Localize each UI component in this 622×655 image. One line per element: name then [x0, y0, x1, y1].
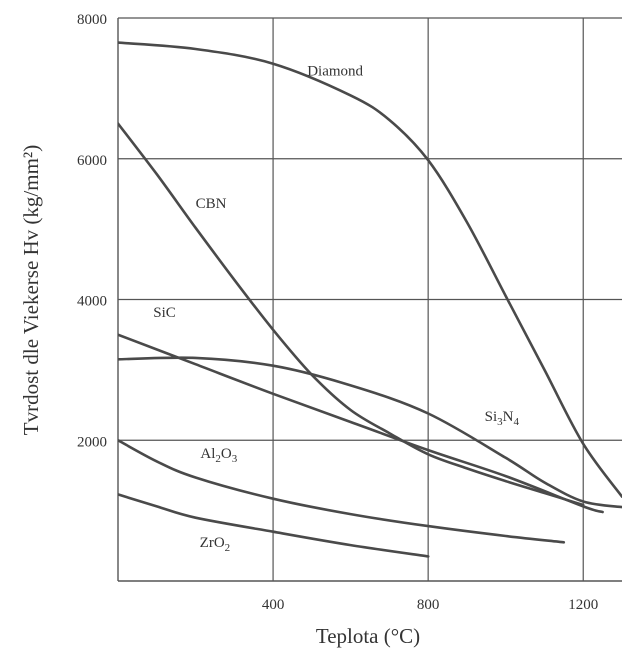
x-tick-label: 800: [417, 597, 440, 613]
series-line-cbn: [118, 122, 585, 507]
y-tick-label: 4000: [77, 294, 107, 310]
series-line-sic: [118, 333, 604, 514]
series-line-zro2: [118, 493, 430, 558]
x-tick-label: 400: [262, 597, 285, 613]
series-line-al2o3: [118, 439, 566, 544]
series-label-zro2: ZrO2: [200, 535, 231, 554]
x-axis-title: Teplota (°C): [316, 624, 420, 648]
series-label-cbn: CBN: [196, 196, 227, 212]
series-line-si3n4: [118, 356, 622, 509]
axes: [117, 18, 622, 582]
y-tick-label: 6000: [77, 153, 107, 169]
series-label-si3n4: Si3N4: [485, 409, 520, 428]
y-tick-label: 8000: [77, 12, 107, 28]
series-label-diamond: Diamond: [307, 64, 363, 80]
series-line-diamond: [118, 41, 622, 498]
series-label-al2o3: Al2O3: [200, 446, 237, 465]
grid: [118, 17, 622, 581]
x-tick-label: 1200: [568, 597, 598, 613]
series-labels: Diamond CBN SiC Si3N4 Al2O3 ZrO2: [153, 64, 519, 555]
series-lines: [118, 41, 622, 558]
series-label-sic: SiC: [153, 305, 176, 321]
y-tick-label: 2000: [77, 434, 107, 450]
y-axis-title: Tvrdost dle Viekerse Hv (kg/mm²): [19, 145, 43, 435]
tick-labels: 400 800 1200 2000 4000 6000 8000: [77, 12, 598, 613]
